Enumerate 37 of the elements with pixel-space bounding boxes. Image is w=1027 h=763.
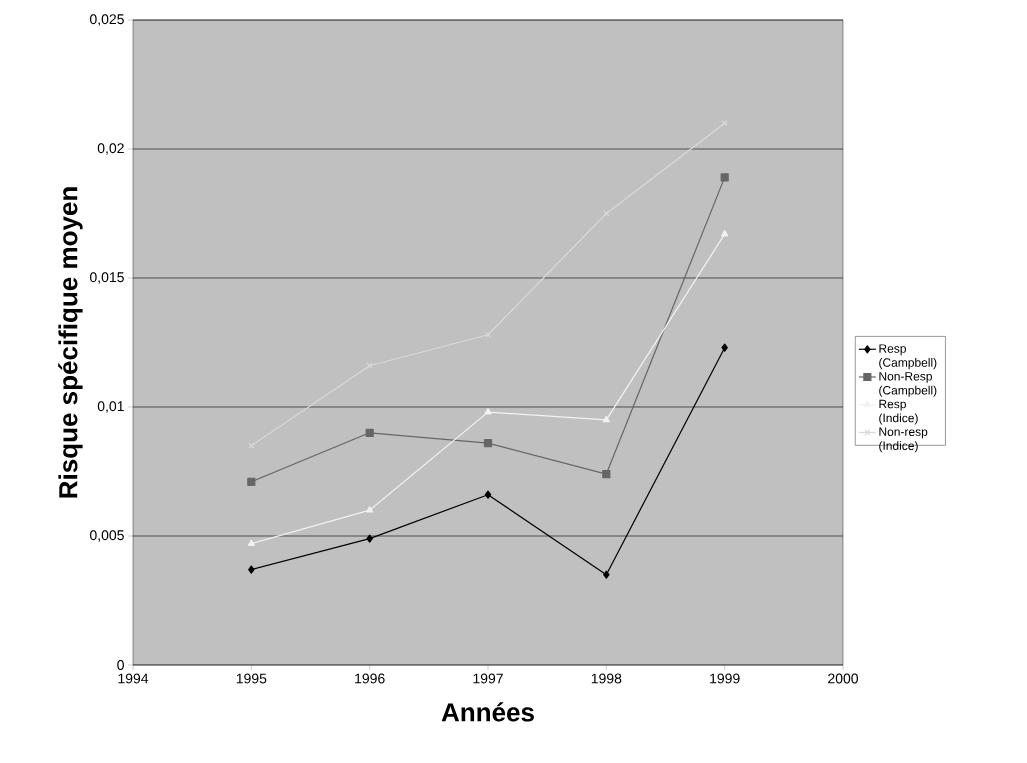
point — [603, 570, 610, 579]
point — [247, 539, 255, 547]
x-tick-label: 1997 — [473, 673, 503, 684]
point — [484, 490, 492, 499]
y-axis-title: Risque spécifique moyen — [58, 187, 83, 498]
y-tick-label: 0 — [117, 660, 124, 670]
x-tick-label: 1994 — [118, 673, 149, 684]
point — [602, 415, 610, 423]
legend-label: Resp (Indice) — [879, 399, 918, 425]
point — [483, 439, 493, 448]
point — [365, 428, 374, 437]
y-tick-label: 0,025 — [90, 14, 124, 26]
point — [721, 120, 728, 127]
point — [603, 210, 610, 217]
point — [366, 534, 373, 543]
y-tick-label: 0,005 — [90, 530, 124, 542]
point — [602, 469, 611, 479]
y-tick-label: 0,02 — [97, 143, 124, 155]
legend-label: Resp (Campbell) — [879, 344, 937, 370]
point — [721, 230, 729, 237]
point — [720, 173, 729, 182]
x-tick-label: 1995 — [236, 673, 267, 684]
point — [484, 331, 492, 338]
legend-label: Non-Resp (Campbell) — [879, 372, 937, 397]
x-axis-title: Années — [441, 702, 534, 722]
point — [366, 506, 374, 513]
x-tick-label: 2000 — [828, 673, 859, 684]
x-tick-label: 1996 — [355, 673, 385, 684]
legend-label: Non-resp (Indice) — [879, 427, 928, 453]
point — [248, 565, 255, 574]
point — [247, 477, 256, 486]
x-tick-label: 1998 — [591, 673, 622, 684]
y-tick-label: 0,01 — [97, 401, 124, 413]
x-tick-label: 1999 — [710, 673, 740, 684]
point — [484, 408, 492, 415]
y-tick-label: 0,015 — [90, 272, 124, 284]
point — [721, 343, 728, 352]
